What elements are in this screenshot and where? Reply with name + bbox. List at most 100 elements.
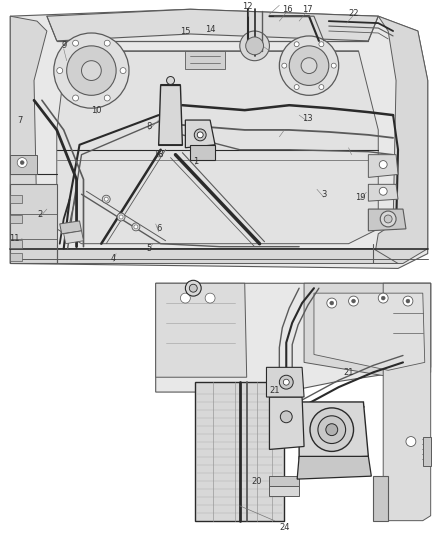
Circle shape: [330, 301, 334, 305]
Polygon shape: [314, 293, 425, 370]
Circle shape: [17, 158, 27, 167]
Polygon shape: [10, 184, 57, 263]
Polygon shape: [47, 9, 378, 41]
Polygon shape: [423, 437, 431, 466]
Circle shape: [205, 293, 215, 303]
Circle shape: [310, 408, 353, 451]
Circle shape: [119, 215, 123, 219]
Text: 3: 3: [321, 190, 327, 199]
Circle shape: [319, 85, 324, 90]
Text: 7: 7: [18, 116, 23, 125]
Circle shape: [73, 40, 78, 46]
Circle shape: [318, 416, 346, 443]
Polygon shape: [297, 456, 371, 479]
Circle shape: [240, 31, 269, 61]
Text: 18: 18: [153, 150, 164, 159]
Circle shape: [102, 195, 110, 203]
Circle shape: [20, 160, 24, 165]
Circle shape: [280, 411, 292, 423]
Circle shape: [104, 95, 110, 101]
Text: 1: 1: [193, 157, 198, 166]
Circle shape: [132, 223, 140, 231]
Polygon shape: [10, 215, 22, 223]
Polygon shape: [373, 476, 388, 521]
Polygon shape: [269, 486, 299, 496]
Circle shape: [67, 46, 116, 95]
Circle shape: [282, 63, 287, 68]
Text: 21: 21: [343, 368, 354, 377]
Circle shape: [73, 95, 78, 101]
Text: 2: 2: [37, 209, 42, 219]
Polygon shape: [191, 145, 215, 159]
Text: 16: 16: [282, 5, 293, 14]
Circle shape: [194, 129, 206, 141]
Text: 6: 6: [156, 224, 161, 233]
Circle shape: [283, 379, 289, 385]
Text: 22: 22: [348, 9, 359, 18]
Circle shape: [384, 215, 392, 223]
Polygon shape: [304, 283, 431, 377]
Text: 5: 5: [146, 244, 152, 253]
Polygon shape: [155, 283, 431, 392]
Circle shape: [331, 63, 336, 68]
Polygon shape: [155, 283, 247, 377]
Circle shape: [166, 77, 174, 84]
Circle shape: [406, 299, 410, 303]
Circle shape: [197, 132, 203, 138]
Circle shape: [379, 160, 387, 168]
Text: 20: 20: [251, 477, 262, 486]
Circle shape: [279, 36, 339, 95]
Circle shape: [120, 68, 126, 74]
Polygon shape: [185, 120, 215, 148]
Circle shape: [180, 293, 191, 303]
Text: 17: 17: [302, 5, 312, 14]
Circle shape: [246, 37, 264, 55]
Circle shape: [104, 197, 108, 201]
Polygon shape: [32, 248, 398, 263]
Circle shape: [381, 296, 385, 300]
Text: 24: 24: [279, 523, 290, 532]
Circle shape: [294, 42, 299, 47]
Polygon shape: [373, 16, 428, 263]
Polygon shape: [269, 476, 299, 486]
Polygon shape: [64, 231, 84, 244]
Text: 13: 13: [302, 114, 312, 123]
Circle shape: [134, 225, 138, 229]
Text: 4: 4: [110, 254, 116, 263]
Circle shape: [403, 296, 413, 306]
Polygon shape: [60, 221, 81, 234]
Circle shape: [380, 211, 396, 227]
Circle shape: [185, 280, 201, 296]
Circle shape: [378, 293, 388, 303]
Text: 12: 12: [243, 2, 253, 11]
Polygon shape: [368, 155, 398, 177]
Circle shape: [104, 40, 110, 46]
Circle shape: [57, 68, 63, 74]
Circle shape: [279, 375, 293, 389]
Polygon shape: [10, 9, 428, 269]
Polygon shape: [368, 184, 398, 201]
Text: 19: 19: [355, 193, 366, 201]
Circle shape: [117, 213, 125, 221]
Circle shape: [379, 187, 387, 195]
Polygon shape: [269, 397, 304, 449]
Text: 21: 21: [269, 385, 279, 394]
Polygon shape: [10, 253, 22, 261]
Circle shape: [301, 58, 317, 74]
Circle shape: [189, 284, 197, 292]
Text: 11: 11: [9, 234, 19, 243]
Polygon shape: [10, 16, 57, 263]
Polygon shape: [195, 382, 284, 521]
Text: 15: 15: [180, 27, 191, 36]
Circle shape: [54, 33, 129, 108]
Polygon shape: [159, 85, 182, 145]
Polygon shape: [299, 402, 368, 459]
Text: 9: 9: [61, 42, 66, 50]
Polygon shape: [383, 283, 431, 521]
Circle shape: [352, 299, 356, 303]
Polygon shape: [266, 367, 304, 397]
Polygon shape: [10, 155, 37, 174]
Text: 14: 14: [205, 25, 215, 34]
Circle shape: [294, 85, 299, 90]
Text: 8: 8: [146, 123, 152, 132]
